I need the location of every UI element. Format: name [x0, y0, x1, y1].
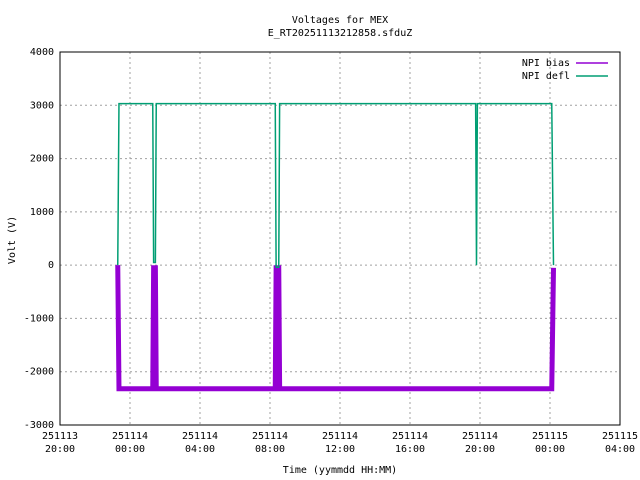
chart-title: Voltages for MEX: [292, 15, 388, 26]
x-tick-label: 251115 04:00: [601, 431, 639, 455]
x-tick-label: 251114 08:00: [251, 431, 289, 455]
x-tick-label: 251115 00:00: [531, 431, 569, 455]
y-tick-label: -3000: [24, 420, 54, 431]
y-tick-label: -2000: [24, 367, 54, 378]
y-tick-label: 0: [48, 260, 54, 271]
legend-label: NPI bias: [522, 58, 570, 69]
x-tick-label: 251114 04:00: [181, 431, 219, 455]
series-line: [115, 265, 556, 392]
x-axis-label: Time (yymmdd HH:MM): [283, 465, 397, 476]
chart-subtitle: E_RT20251113212858.sfduZ: [268, 28, 413, 39]
x-tick-label: 251114 20:00: [461, 431, 499, 455]
series-line: [117, 102, 555, 269]
x-tick-label: 251114 00:00: [111, 431, 149, 455]
y-tick-label: 4000: [30, 47, 54, 58]
plot-frame: [59, 51, 621, 426]
y-axis-label: Volt (V): [7, 216, 18, 264]
legend-label: NPI defl: [522, 71, 570, 82]
y-tick-label: 1000: [30, 207, 54, 218]
y-tick-label: 2000: [30, 154, 54, 165]
x-tick-label: 251114 16:00: [391, 431, 429, 455]
y-tick-label: 3000: [30, 100, 54, 111]
x-tick-label: 251114 12:00: [321, 431, 359, 455]
y-tick-label: -1000: [24, 313, 54, 324]
x-tick-label: 251113 20:00: [41, 431, 79, 455]
